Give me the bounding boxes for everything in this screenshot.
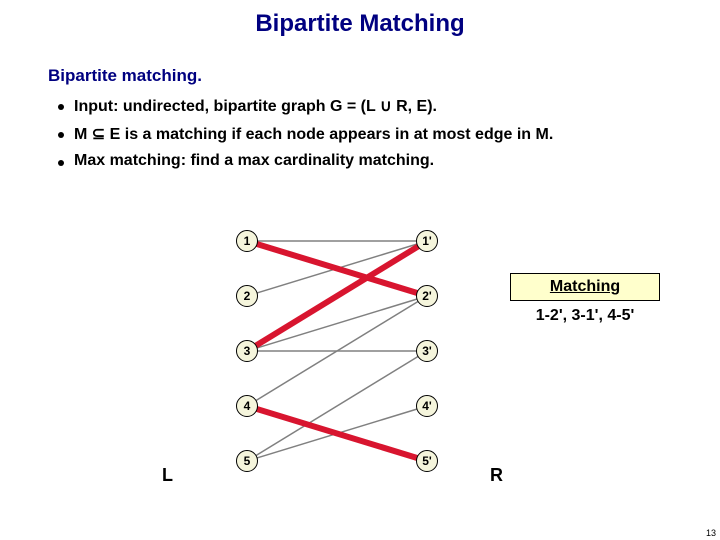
right-node: 3' (416, 340, 438, 362)
page-number: 13 (706, 528, 716, 538)
left-node: 1 (236, 230, 258, 252)
right-node: 4' (416, 395, 438, 417)
left-node: 5 (236, 450, 258, 472)
graph-edges (0, 210, 720, 520)
graph-edge (247, 296, 427, 351)
bipartite-diagram: 123451'2'3'4'5'LRMatching1-2', 3-1', 4-5… (0, 210, 720, 520)
page-title: Bipartite Matching (0, 0, 720, 38)
right-node: 5' (416, 450, 438, 472)
bullet-item: Input: undirected, bipartite graph G = (… (58, 96, 720, 116)
bullet-text: M ⊆ E is a matching if each node appears… (74, 124, 553, 144)
right-node: 1' (416, 230, 438, 252)
matching-edge (247, 241, 427, 351)
graph-edge (247, 351, 427, 461)
bullet-item: Max matching: find a max cardinality mat… (58, 152, 720, 170)
left-node: 2 (236, 285, 258, 307)
right-node: 2' (416, 285, 438, 307)
bullet-list: Input: undirected, bipartite graph G = (… (58, 96, 720, 170)
bullet-item: M ⊆ E is a matching if each node appears… (58, 124, 720, 144)
bullet-text: Max matching: find a max cardinality mat… (74, 152, 434, 170)
bullet-dot-icon (58, 132, 64, 138)
bullet-dot-icon (58, 160, 64, 166)
left-node: 4 (236, 395, 258, 417)
bullet-text: Input: undirected, bipartite graph G = (… (74, 96, 437, 116)
bullet-dot-icon (58, 104, 64, 110)
left-node: 3 (236, 340, 258, 362)
subtitle: Bipartite matching. (48, 66, 720, 86)
